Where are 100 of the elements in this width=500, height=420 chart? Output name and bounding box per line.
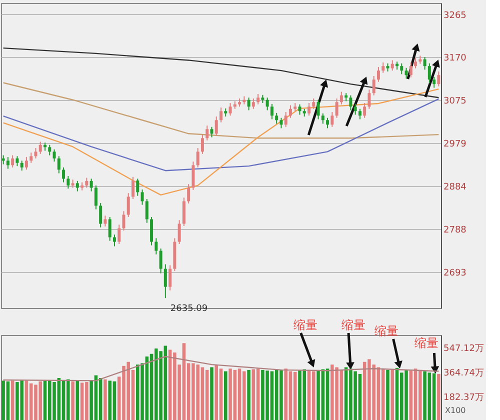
candlestick (349, 94, 352, 111)
y-tick-label: 3265 (444, 10, 466, 21)
candlestick (85, 177, 88, 188)
line-series (2, 98, 440, 172)
candlestick (428, 62, 431, 84)
text: 缩量 (341, 318, 366, 332)
candlestick (16, 156, 19, 167)
candlestick (126, 192, 130, 218)
candlestick (354, 103, 357, 116)
candlestick (168, 264, 172, 291)
bar (252, 369, 256, 420)
candlestick (90, 178, 93, 192)
candlestick (220, 107, 222, 123)
candlestick (57, 156, 60, 174)
candlestick (30, 152, 33, 164)
candlestick (34, 148, 38, 159)
line-series (2, 356, 440, 382)
candlestick (358, 108, 362, 120)
candlestick (404, 67, 408, 80)
candlestick (66, 176, 70, 190)
y-tick-label: 364.74万 (444, 368, 484, 378)
candlestick (414, 57, 418, 69)
candlestick (308, 102, 310, 116)
bar (71, 381, 74, 420)
candlestick (48, 144, 52, 156)
candlestick (284, 112, 288, 128)
candlestick (256, 94, 260, 105)
bar (390, 369, 394, 420)
candlestick (376, 66, 380, 82)
candlestick (288, 104, 292, 118)
candlestick (326, 117, 330, 129)
candlestick (24, 156, 28, 170)
candlestick (432, 76, 436, 88)
bar (224, 371, 228, 420)
candlestick (52, 148, 56, 162)
candlestick (252, 98, 255, 110)
line-series (2, 88, 440, 196)
bar (256, 368, 260, 420)
candlestick (187, 184, 190, 204)
bar (247, 370, 250, 420)
candlestick (228, 102, 232, 116)
candlestick (20, 160, 24, 172)
candlestick (390, 60, 394, 72)
candlestick (363, 102, 366, 118)
text: 缩量 (294, 318, 318, 332)
candlestick (159, 248, 162, 274)
candlestick (164, 264, 167, 299)
bar (205, 370, 209, 420)
candlestick (38, 141, 42, 154)
candlestick (145, 198, 148, 224)
candlestick (270, 103, 274, 120)
candlestick (196, 148, 200, 168)
y-tick-label: 3170 (444, 54, 467, 64)
candlestick (140, 189, 144, 206)
bar (293, 372, 297, 420)
y-tick-label: 2693 (444, 268, 466, 278)
candlestick (122, 210, 126, 232)
candlestick (298, 104, 302, 116)
candlestick (382, 62, 385, 74)
candlestick (330, 112, 334, 128)
candlestick (368, 89, 371, 110)
candlestick (200, 134, 204, 154)
candlestick (118, 224, 121, 245)
candlestick (423, 56, 426, 70)
candlestick (372, 75, 376, 96)
candlestick (104, 215, 107, 227)
candlestick (150, 216, 154, 246)
candlestick (280, 117, 283, 129)
candlestick (316, 99, 320, 120)
bar (381, 368, 385, 420)
y-tick-label: 2979 (444, 140, 467, 150)
candlestick (76, 180, 79, 192)
candlestick (275, 112, 278, 124)
candlestick (112, 234, 116, 247)
candlestick (214, 116, 218, 136)
y-tick-label: 182.37万 (444, 392, 484, 403)
candlestick (409, 62, 412, 78)
bar (24, 380, 28, 420)
candlestick (335, 98, 338, 118)
candlestick (400, 62, 404, 75)
annotation: 2635.09 (170, 304, 208, 314)
bar (210, 367, 214, 420)
bar (98, 378, 102, 420)
candlestick (62, 166, 66, 183)
bar (326, 368, 330, 420)
candlestick (340, 91, 343, 105)
candlestick (99, 202, 102, 228)
candlestick (206, 125, 209, 141)
candlestick (94, 184, 98, 210)
candlestick (192, 161, 195, 190)
text: X100 (445, 406, 466, 415)
candlestick (312, 98, 316, 110)
y-tick-label: 2788 (444, 226, 467, 236)
candlestick (210, 126, 214, 138)
candlestick (11, 154, 14, 168)
bar (104, 379, 107, 420)
candlestick (132, 176, 134, 200)
candlestick (6, 156, 10, 170)
candlestick (437, 70, 440, 87)
y-tick-label: 3075 (444, 96, 466, 106)
